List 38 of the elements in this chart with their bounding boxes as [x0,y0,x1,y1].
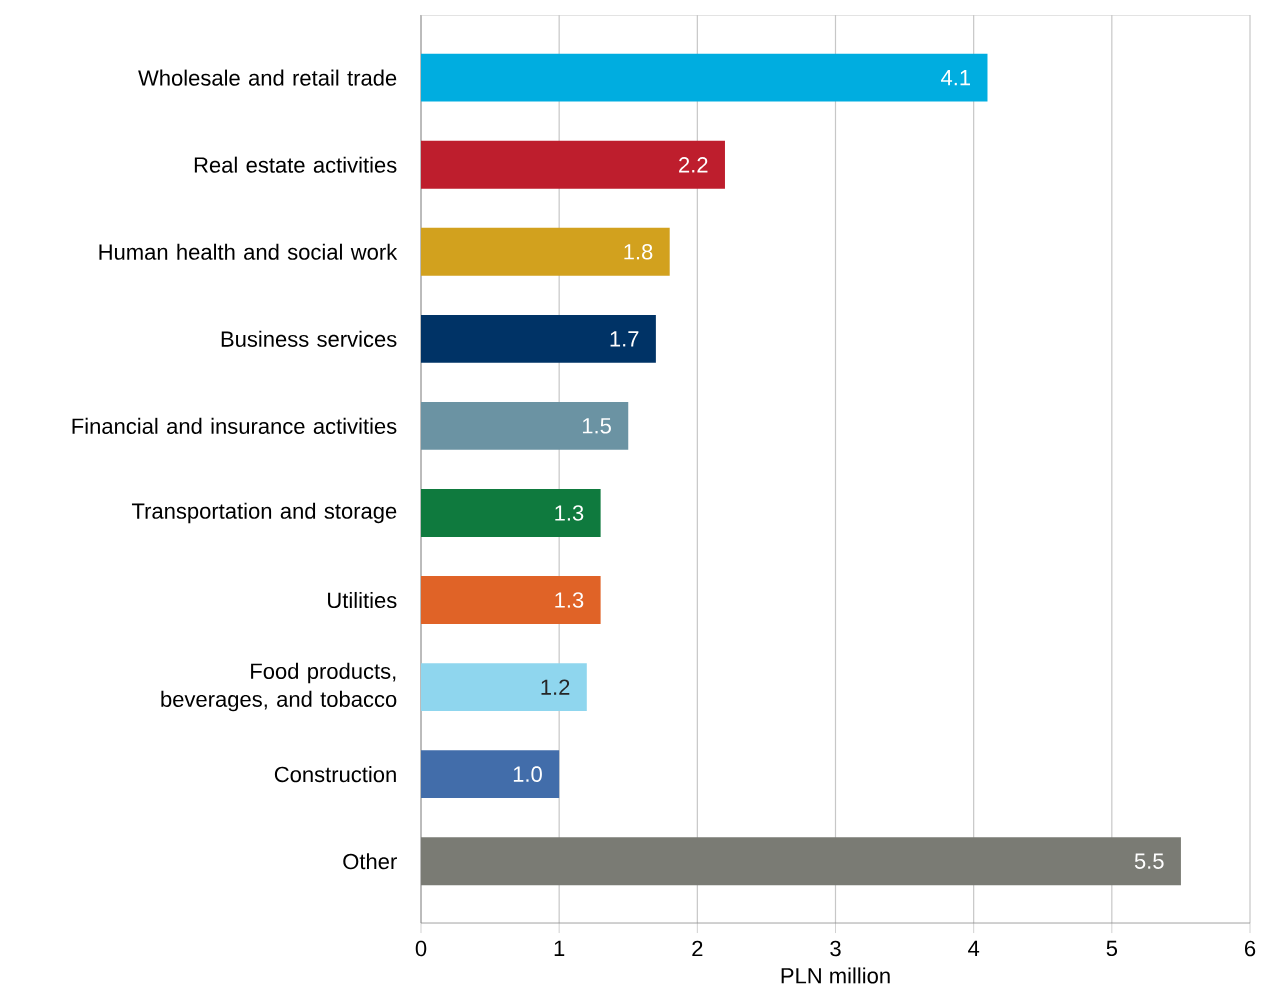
bar [421,750,560,799]
x-tick-label: 6 [1245,940,1256,957]
data-label: 1.0 [513,766,542,782]
bar [421,663,587,712]
bar [421,140,725,189]
bar [421,489,601,537]
data-label: 1.8 [624,243,653,260]
data-label: 2.2 [679,157,708,173]
data-label: 4.1 [941,70,971,86]
bar [421,401,629,450]
y-tick-label: Other [343,853,397,870]
data-label: 5.5 [1134,853,1164,869]
y-tick-label: Utilities [328,591,397,609]
bar [421,53,988,102]
data-label: 1.2 [541,679,570,695]
bar [421,576,601,624]
y-tick-label: Transportation and storage [131,502,397,524]
y-tick-label: Wholesale and retail trade [138,69,397,86]
y-tick-label: Real estate activities [194,156,397,173]
bar [421,837,1181,886]
x-tick-label: 4 [968,940,980,956]
x-tick-label: 5 [1106,940,1118,957]
x-tick-label: 2 [692,940,703,957]
y-tick-label: Food products, beverages, and tobacco [161,662,397,712]
data-label: 1.7 [610,331,639,347]
data-label: 1.3 [555,592,584,608]
x-tick-label: 3 [830,940,841,957]
x-axis-title: PLN million [781,967,890,984]
data-label: 1.3 [555,505,584,521]
y-tick-label: Financial and insurance activities [72,417,397,434]
y-tick-label: Business services [221,330,397,347]
x-tick-label: 0 [415,940,427,957]
data-label: 1.5 [582,418,611,434]
x-tick-label: 1 [554,940,565,956]
y-tick-label: Construction [274,766,396,783]
y-tick-label: Human health and social work [99,243,398,260]
bar [421,314,656,363]
bar [421,227,670,276]
